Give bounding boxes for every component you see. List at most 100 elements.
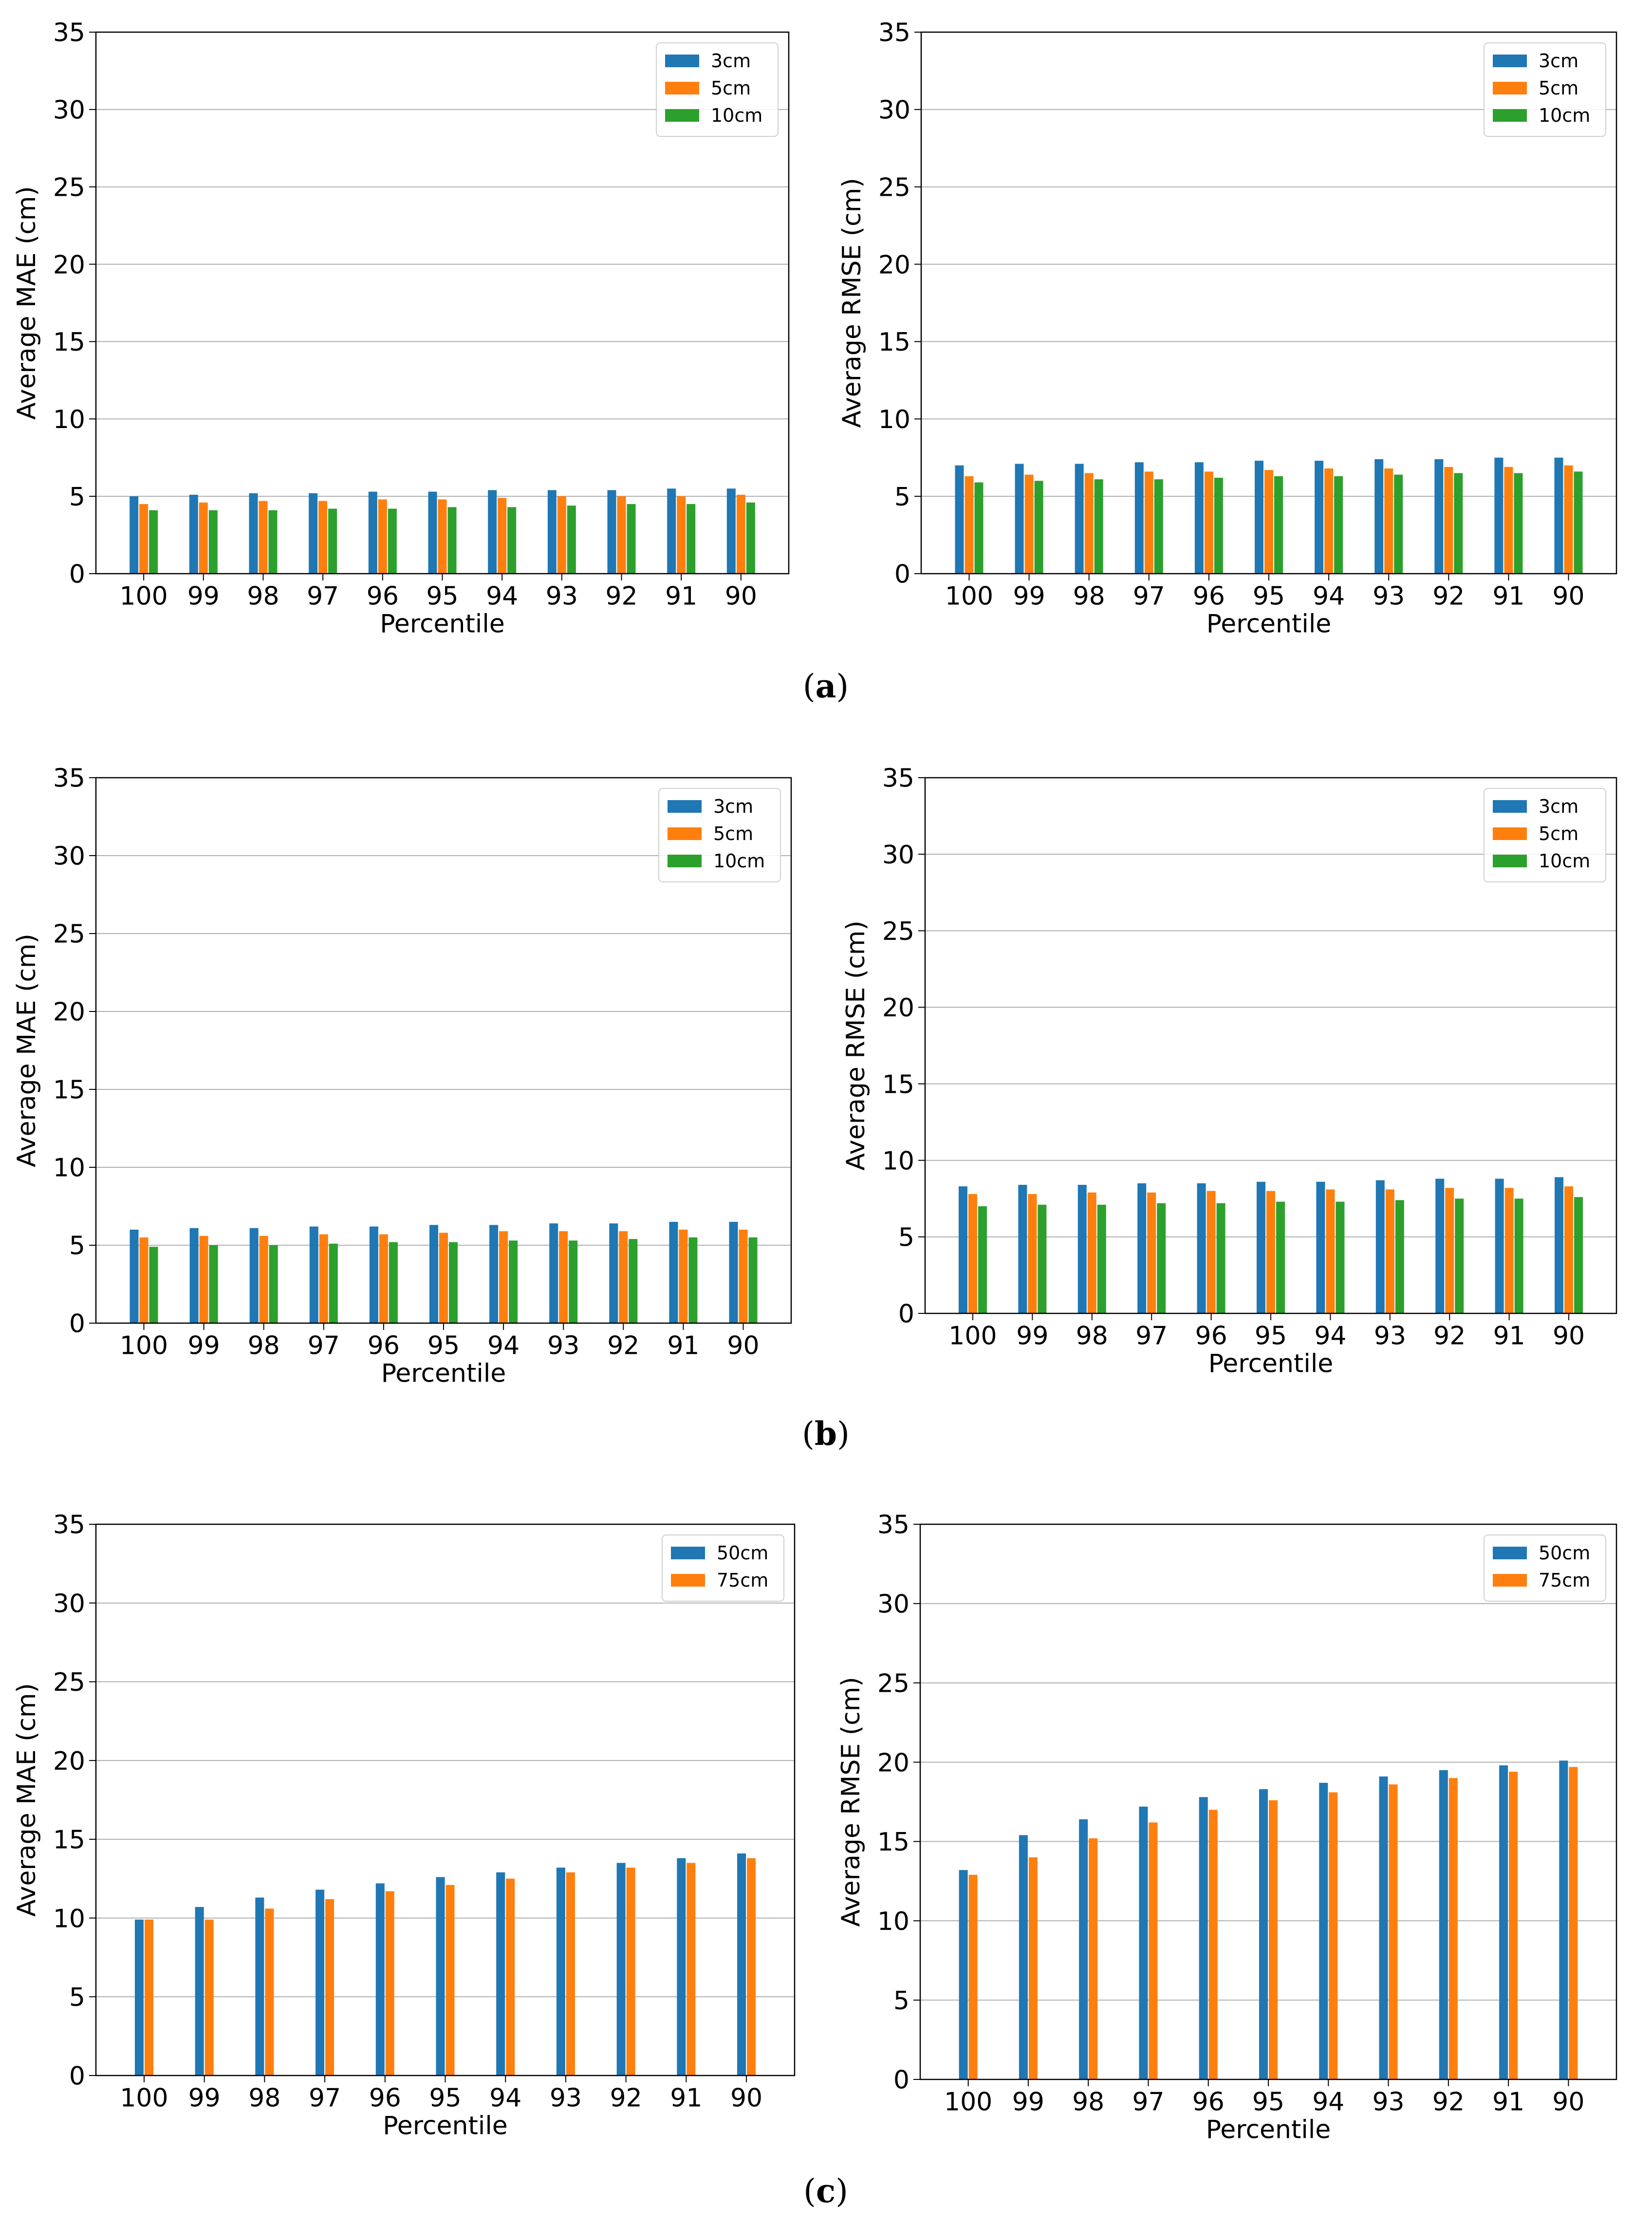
y-axis-label: Average MAE (cm) (12, 934, 41, 1167)
legend-swatch-5cm (1493, 82, 1527, 94)
bar-3cm-90 (729, 1222, 738, 1323)
bar-50cm-96 (375, 1883, 385, 2076)
x-tick-label: 90 (730, 2083, 762, 2113)
y-tick-label: 35 (53, 764, 85, 793)
bar-3cm-96 (369, 1226, 378, 1323)
bar-50cm-94 (1319, 1782, 1328, 2079)
x-tick-label: 96 (368, 1331, 400, 1360)
legend: 3cm 5cm 10cm (658, 788, 781, 882)
bar-75cm-96 (1208, 1810, 1218, 2079)
bar-10cm-96 (1214, 478, 1223, 574)
x-tick-label: 97 (1135, 1321, 1168, 1350)
legend: 50cm 75cm (1484, 1534, 1606, 1602)
x-tick-label: 92 (605, 581, 637, 611)
x-tick-label: 99 (187, 581, 220, 611)
bar-75cm-95 (1269, 1800, 1278, 2079)
bar-5cm-98 (259, 501, 268, 574)
x-tick-label: 93 (546, 581, 578, 611)
x-axis-label: Percentile (380, 610, 505, 639)
y-tick-label: 0 (69, 2062, 85, 2091)
x-tick-label: 94 (1314, 1321, 1346, 1350)
x-tick-label: 92 (610, 2083, 642, 2113)
bar-10cm-99 (208, 510, 218, 574)
plot-frame (95, 31, 790, 575)
bar-5cm-97 (319, 1234, 328, 1323)
x-tick-label: 93 (1373, 581, 1405, 611)
legend-label-5cm: 5cm (711, 77, 751, 99)
bar-75cm-93 (566, 1872, 575, 2076)
x-tick-label: 95 (427, 1331, 460, 1360)
legend-swatch-50cm (1493, 1547, 1527, 1559)
legend-label-10cm: 10cm (713, 850, 765, 872)
plot-frame (924, 777, 1617, 1314)
bar-50cm-97 (316, 1889, 325, 2076)
x-tick-label: 94 (487, 1331, 520, 1360)
bar-5cm-97 (318, 501, 328, 574)
x-tick-label: 99 (188, 1331, 220, 1360)
y-tick-label: 35 (877, 1511, 910, 1540)
y-tick-label: 10 (53, 1154, 85, 1183)
bar-75cm-100 (144, 1919, 153, 2076)
bar-5cm-98 (259, 1235, 268, 1323)
bar-50cm-100 (134, 1919, 144, 2076)
bar-3cm-95 (1255, 461, 1263, 574)
bar-5cm-92 (1445, 1188, 1454, 1313)
y-tick-label: 25 (878, 173, 910, 202)
y-tick-label: 35 (878, 19, 910, 48)
bar-75cm-99 (1028, 1857, 1038, 2079)
bar-10cm-92 (629, 1239, 638, 1323)
x-tick-label: 99 (1013, 581, 1045, 611)
legend-swatch-5cm (1493, 827, 1527, 840)
y-tick-label: 20 (53, 250, 85, 280)
bar-3cm-97 (1137, 1183, 1147, 1313)
bar-3cm-94 (489, 1225, 499, 1323)
bar-75cm-92 (626, 1868, 635, 2076)
bar-5cm-100 (968, 1194, 977, 1313)
legend-swatch-10cm (1493, 855, 1527, 867)
bar-10cm-100 (978, 1206, 987, 1313)
legend-label-10cm: 10cm (1539, 850, 1590, 872)
bar-50cm-95 (1259, 1789, 1268, 2079)
y-tick-label: 15 (53, 1826, 85, 1855)
legend-label-10cm: 10cm (711, 105, 762, 126)
bar-10cm-92 (1455, 1198, 1464, 1313)
bar-75cm-93 (1389, 1784, 1398, 2079)
bar-10cm-94 (1336, 1201, 1345, 1313)
legend-swatch-3cm (1493, 800, 1527, 813)
legend-label-50cm: 50cm (1539, 1542, 1590, 1564)
x-tick-label: 95 (1253, 581, 1285, 611)
legend-label-3cm: 3cm (711, 50, 751, 72)
bar-3cm-91 (669, 1222, 678, 1323)
y-tick-label: 25 (53, 173, 85, 202)
bar-75cm-91 (1509, 1772, 1518, 2079)
y-tick-label: 30 (882, 841, 914, 870)
legend: 3cm 5cm 10cm (656, 42, 779, 137)
legend-swatch-10cm (1493, 109, 1527, 122)
y-tick-label: 30 (878, 96, 910, 125)
y-tick-label: 15 (53, 328, 85, 357)
bar-10cm-92 (627, 504, 636, 574)
y-tick-label: 20 (877, 1748, 910, 1777)
x-axis-label: Percentile (1207, 610, 1332, 639)
bar-10cm-95 (1274, 476, 1283, 574)
bar-5cm-93 (1384, 468, 1393, 574)
bar-3cm-98 (249, 1228, 259, 1323)
legend-swatch-3cm (1493, 55, 1527, 67)
x-tick-label: 100 (120, 1331, 168, 1360)
bar-75cm-94 (1329, 1792, 1338, 2079)
bar-75cm-90 (747, 1858, 756, 2076)
bar-5cm-95 (439, 1233, 448, 1323)
bar-10cm-93 (1395, 1200, 1404, 1313)
legend-label-3cm: 3cm (713, 796, 753, 817)
bar-5cm-96 (379, 1234, 388, 1323)
chart-c-mae: 0 5 10 15 20 25 30 35 100 99 98 97 96 95 94 93 92 91 90 Per… (12, 1511, 796, 2141)
x-tick-label: 96 (1193, 581, 1225, 611)
bar-10cm-91 (687, 504, 696, 574)
legend: 3cm 5cm 10cm (1484, 788, 1606, 882)
y-tick-label: 25 (882, 917, 914, 946)
chart-b-mae: 0 5 10 15 20 25 30 35 100 99 98 97 96 95 94 93 92 91 90 Per… (12, 764, 792, 1388)
x-tick-label: 97 (309, 2083, 341, 2113)
x-tick-label: 98 (1072, 2087, 1104, 2116)
bar-5cm-96 (1204, 471, 1213, 574)
x-tick-label: 90 (1552, 2087, 1584, 2116)
